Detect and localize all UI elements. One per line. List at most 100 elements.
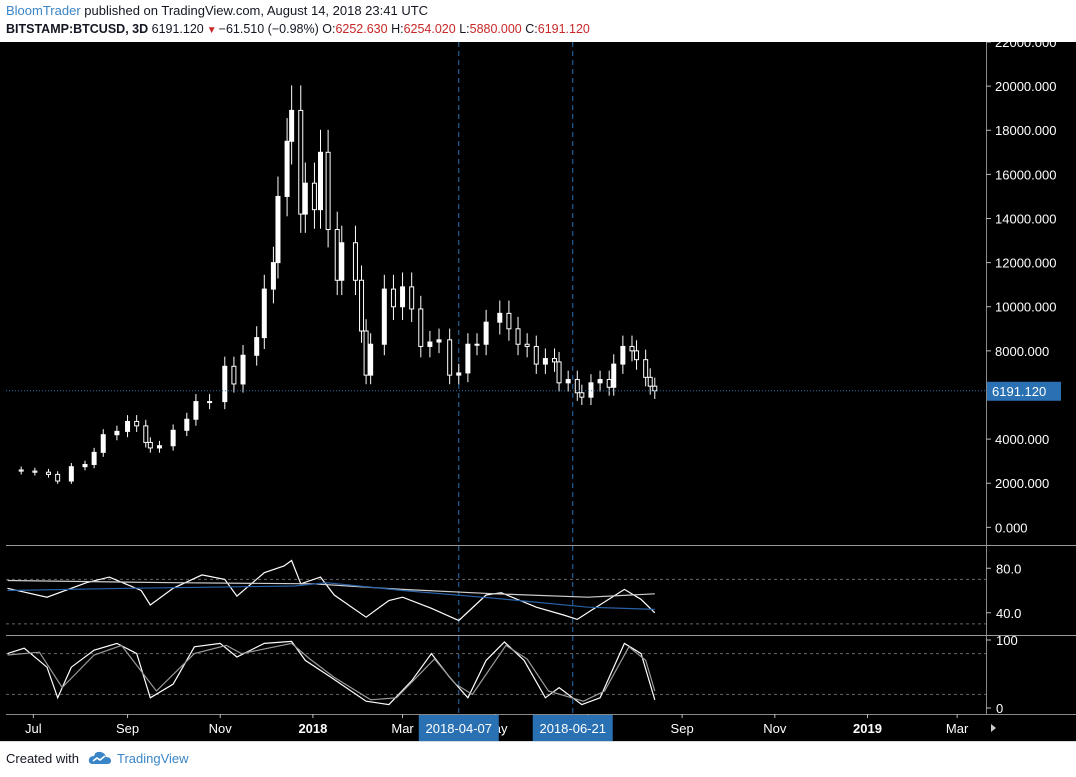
time-tick-label: Mar — [391, 721, 414, 736]
candle-body — [588, 382, 594, 398]
candle-body — [82, 463, 88, 468]
time-tick-label: Sep — [671, 721, 694, 736]
close-value: 6191.120 — [537, 22, 590, 36]
price-tick-label: 20000.000 — [995, 79, 1056, 94]
candle-body — [91, 451, 97, 465]
time-tick-label: Mar — [946, 721, 969, 736]
candle-body — [483, 321, 489, 345]
high-label: H: — [391, 22, 404, 36]
low-value: 5880.000 — [469, 22, 522, 36]
candle-body — [524, 343, 530, 347]
candle-body — [556, 361, 562, 384]
candle-body — [647, 376, 653, 387]
price-change: −61.510 (−0.98%) — [218, 22, 319, 36]
price-tick-label: 4000.000 — [995, 432, 1049, 447]
price-tick-label: 16000.000 — [995, 167, 1056, 182]
candle-body — [352, 242, 358, 281]
candle-body — [275, 195, 281, 264]
candle-body — [170, 429, 176, 447]
candle-body — [298, 109, 304, 215]
time-tick-label: Sep — [116, 721, 139, 736]
candles — [18, 85, 658, 484]
left-edge — [0, 42, 6, 741]
stoch-d-line — [7, 642, 656, 702]
candle-body — [240, 354, 246, 385]
tradingview-brand-text[interactable]: TradingView — [117, 750, 189, 766]
candle-body — [254, 337, 260, 356]
candle-body — [311, 182, 317, 211]
high-value: 6254.020 — [403, 22, 456, 36]
candle-body — [629, 345, 635, 352]
candle-body — [447, 339, 453, 376]
footer: Created with TradingView — [0, 741, 1076, 777]
tradingview-brand[interactable]: TradingView — [88, 748, 189, 768]
candle-body — [325, 151, 331, 231]
open-label: O: — [322, 22, 336, 36]
candle-body — [359, 279, 365, 332]
candle-body — [32, 470, 38, 473]
close-label: C: — [525, 22, 538, 36]
stoch-tick-label: 0 — [996, 701, 1003, 716]
candle-body — [55, 473, 61, 482]
rsi-rsi-line — [7, 559, 656, 622]
candle-body — [620, 345, 626, 365]
candle-body — [409, 286, 415, 310]
stoch-k-line — [7, 640, 656, 706]
candle-body — [474, 343, 480, 346]
last-price: 6191.120 — [151, 22, 204, 36]
candle-body — [634, 350, 640, 361]
candle-body — [465, 343, 471, 374]
rsi-tick-label: 40.0 — [996, 606, 1021, 621]
candle-body — [368, 343, 374, 376]
candle-body — [134, 420, 140, 427]
candle-body — [68, 466, 74, 482]
candle-body — [231, 365, 237, 385]
low-label: L: — [459, 22, 470, 36]
publish-info: BloomTrader published on TradingView.com… — [6, 3, 428, 18]
candle-body — [542, 358, 548, 365]
date-marker-badge — [532, 715, 613, 741]
scroll-right-icon[interactable] — [991, 724, 996, 732]
rsi-rsi-ma-line — [7, 582, 655, 610]
symbol-label[interactable]: BITSTAMP:BTCUSD, 3D — [6, 22, 149, 36]
candle-body — [46, 471, 52, 475]
candle-body — [533, 345, 539, 365]
candle-body — [381, 288, 387, 345]
chart-header: BloomTrader published on TradingView.com… — [0, 0, 1076, 42]
candle-body — [222, 365, 228, 403]
candle-body — [114, 430, 120, 436]
last-price-label: 6191.120 — [992, 384, 1046, 399]
rsi-rsi-signal-line — [7, 579, 655, 598]
open-value: 6252.630 — [335, 22, 388, 36]
candle-body — [270, 262, 276, 290]
candle-body — [436, 339, 442, 343]
price-tick-label: 14000.000 — [995, 211, 1056, 226]
candle-body — [427, 341, 433, 347]
candle-body — [18, 469, 24, 472]
candle-body — [156, 445, 162, 449]
candle-body — [302, 182, 308, 215]
candle-body — [143, 425, 149, 443]
candle-body — [100, 434, 106, 453]
candle-body — [390, 288, 396, 308]
time-tick-label: Jul — [25, 721, 42, 736]
candle-body — [334, 229, 340, 281]
candle-body — [339, 242, 345, 281]
price-tick-label: 18000.000 — [995, 123, 1056, 138]
time-tick-label: Nov — [209, 721, 233, 736]
candle-body — [606, 379, 612, 388]
candle-body — [193, 401, 199, 420]
stoch-tick-label: 100 — [996, 633, 1018, 648]
plot-background — [6, 42, 986, 741]
candle-body — [652, 385, 658, 392]
time-tick-label: 2018 — [298, 721, 327, 736]
candle-body — [456, 372, 462, 376]
time-tick-label: Nov — [763, 721, 787, 736]
author-link[interactable]: BloomTrader — [6, 3, 81, 18]
price-tick-label: 8000.000 — [995, 344, 1049, 359]
chart-canvas[interactable]: 0.000 2000.000 4000.000 8000.000 10000.000 12… — [0, 42, 1076, 741]
candle-body — [515, 328, 521, 345]
date-marker-label: 2018-04-07 — [426, 721, 493, 736]
price-tick-label: 0.000 — [995, 520, 1028, 535]
last-price-badge — [987, 381, 1061, 401]
